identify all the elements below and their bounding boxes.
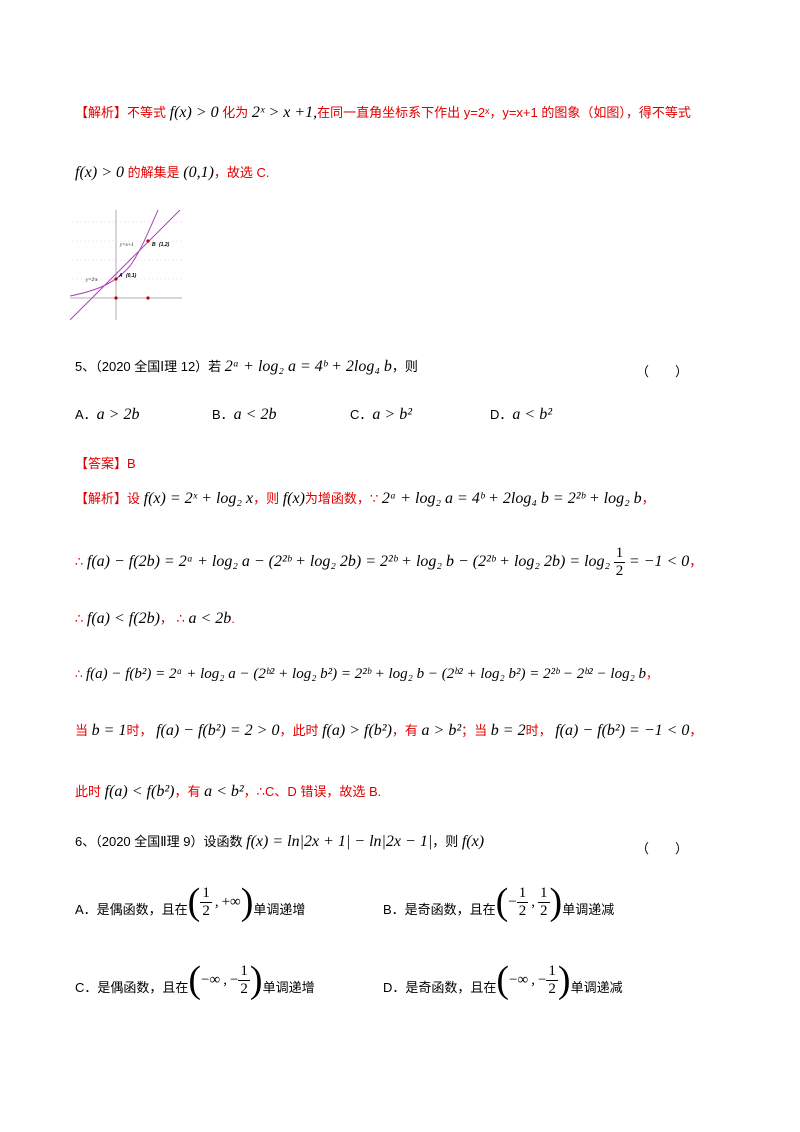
function-graph: y=x+1 B (1,2) y=2ˣx A (0,1) bbox=[70, 209, 182, 321]
answer-paren: （ ） bbox=[635, 364, 688, 379]
q5-stem-math: 2ᵃ + log₂ a = 4ᵇ + 2log₄ b bbox=[224, 358, 392, 375]
question-number: 5、（2020 全国Ⅰ理 12）若 bbox=[75, 359, 222, 374]
label-b: B bbox=[152, 242, 156, 248]
q5-analysis-line3: ∴ f(a) < f(2b)， ∴ a < 2b. bbox=[75, 610, 235, 627]
q5-option-b: B．a < 2b bbox=[212, 406, 277, 423]
q5-stem: 5、（2020 全国Ⅰ理 12）若 2ᵃ + log₂ a = 4ᵇ + 2lo… bbox=[75, 358, 418, 375]
q5-answer: 【答案】B bbox=[75, 456, 136, 471]
q6-option-d: D．是奇函数，且在(−∞, −1 2) 单调递减 bbox=[383, 959, 623, 1001]
q6-stem: 6、（2020 全国Ⅱ理 9）设函数 f(x) = ln|2x + 1| − l… bbox=[75, 833, 485, 850]
q6-stem-math: f(x) = ln|2x + 1| − ln|2x − 1| bbox=[246, 833, 433, 850]
line-curve bbox=[70, 209, 181, 321]
q5-analysis-line4: ∴ f(a) − f(b²) = 2ᵃ + log₂ a − (2ᵇ² + lo… bbox=[75, 666, 659, 682]
q6-option-a: A．是偶函数，且在(1 2, +∞) 单调递增 bbox=[75, 881, 306, 923]
label-b-coord: (1,2) bbox=[159, 242, 170, 248]
q5-option-d: D．a < b² bbox=[490, 406, 552, 423]
q5-analysis-line2: ∴ f(a) − f(2b) = 2ᵃ + log₂ a − (2²ᵇ + lo… bbox=[75, 545, 703, 579]
exp-curve bbox=[70, 209, 159, 297]
math-inequality: f(x) > 0 bbox=[169, 104, 219, 121]
q6-option-b: B．是奇函数，且在(−1 2, 1 2) 单调递减 bbox=[383, 881, 615, 923]
q5-analysis-line5: 当 b = 1时， f(a) − f(b²) = 2 > 0，此时 f(a) >… bbox=[75, 722, 703, 739]
label-line: y=x+1 bbox=[119, 243, 134, 248]
q4-analysis-line2: f(x) > 0 的解集是 (0,1)，故选 C. bbox=[75, 164, 270, 181]
math-exp-inequality: 2ˣ > x +1, bbox=[251, 104, 318, 121]
label-exp: y=2ˣx bbox=[85, 278, 99, 283]
label-a: A bbox=[118, 273, 123, 279]
question-number: 6、（2020 全国Ⅱ理 9）设函数 bbox=[75, 834, 243, 849]
answer-value: B bbox=[127, 456, 136, 471]
q5-analysis-line6: 此时 f(a) < f(b²)，有 a < b²，∴C、D 错误，故选 B. bbox=[75, 783, 382, 800]
q4-analysis-line1: 【解析】不等式 f(x) > 0 化为 2ˣ > x +1,在同一直角坐标系下作… bbox=[75, 104, 691, 121]
analysis-tag: 【解析】 bbox=[75, 105, 128, 120]
point-a bbox=[114, 277, 118, 281]
point-b bbox=[146, 239, 150, 243]
answer-paren: （ ） bbox=[635, 841, 688, 856]
q5-analysis-line1: 【解析】设 f(x) = 2ˣ + log₂ x，则 f(x)为增函数，∵ 2ᵃ… bbox=[75, 490, 655, 507]
label-a-coord: (0,1) bbox=[126, 273, 137, 279]
q5-option-a: A．a > 2b bbox=[75, 406, 140, 423]
q5-option-c: C．a > b² bbox=[350, 406, 412, 423]
q6-option-c: C．是偶函数，且在(−∞, −1 2) 单调递增 bbox=[75, 959, 315, 1001]
